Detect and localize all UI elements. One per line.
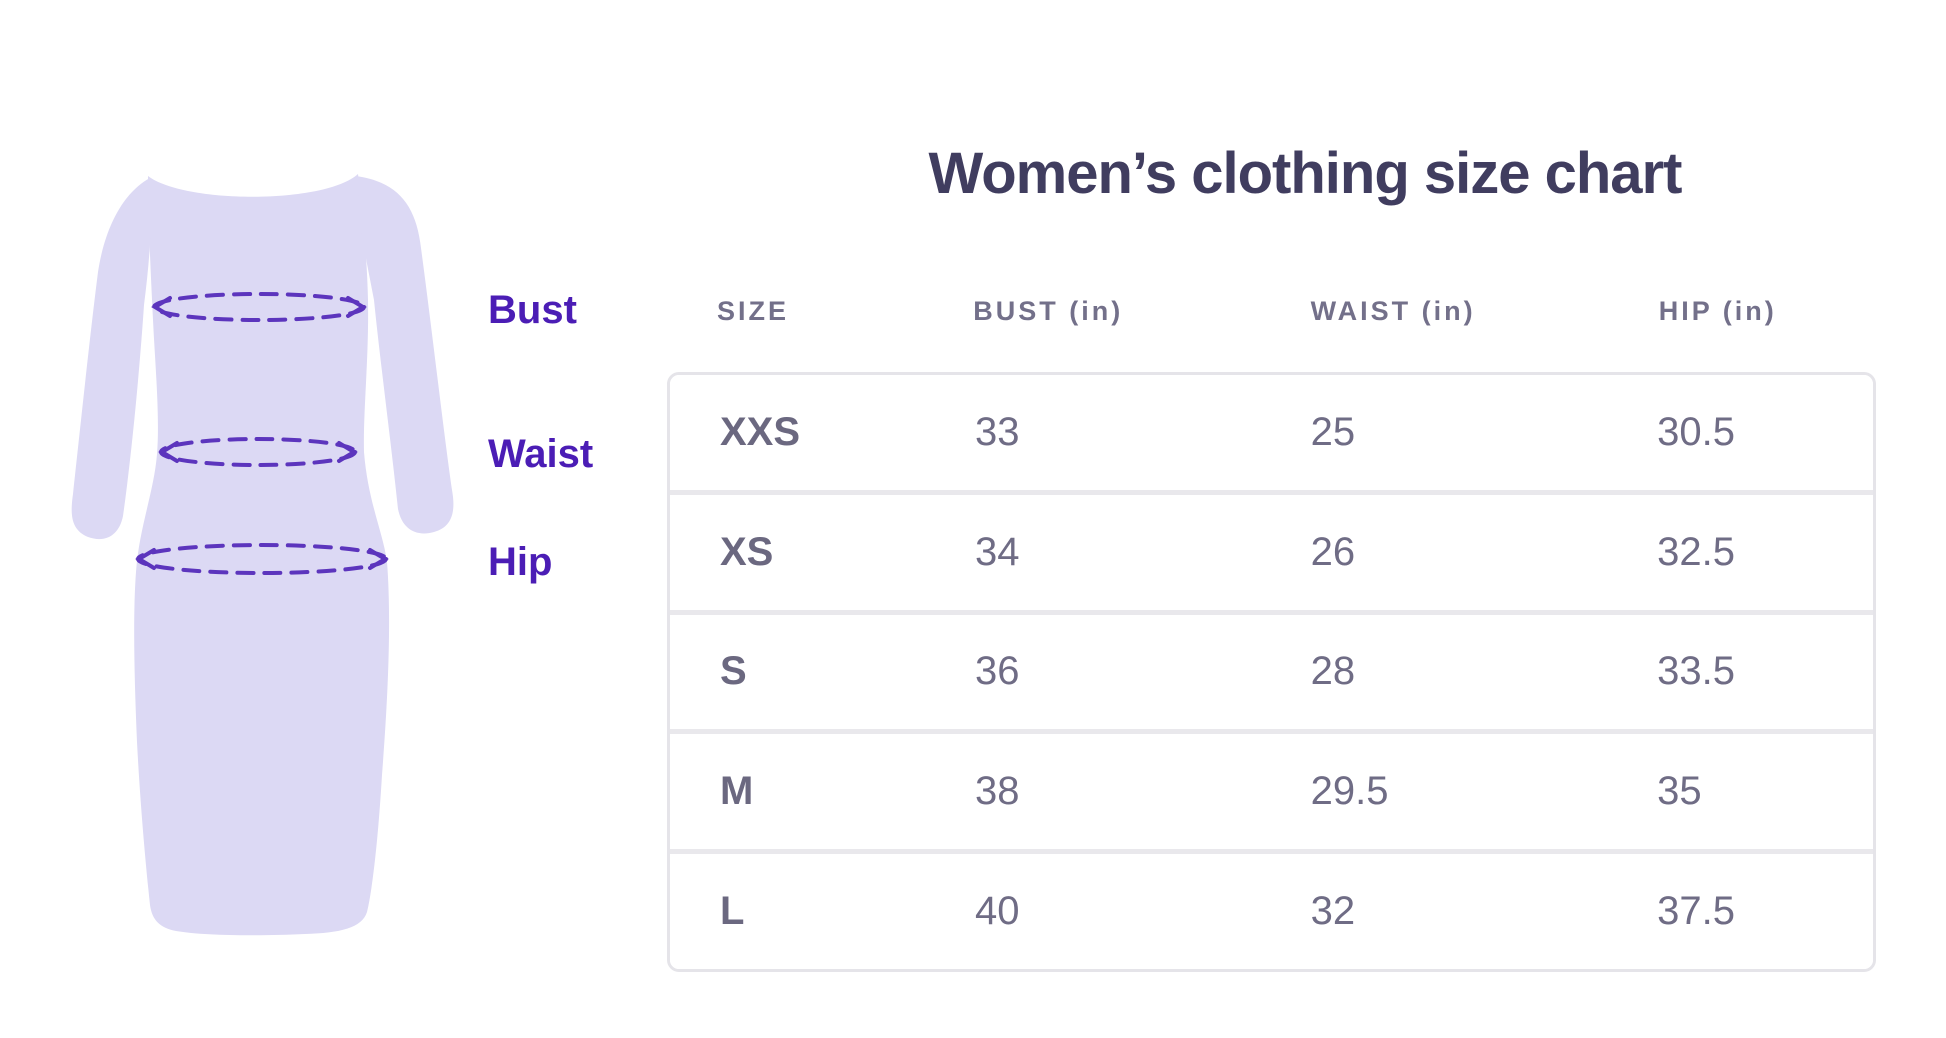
hip-cell: 35 — [1657, 769, 1702, 814]
waist-label: Waist — [488, 432, 594, 476]
dress-right-sleeve — [356, 176, 454, 534]
size-cell: M — [720, 769, 754, 814]
bust-label: Bust — [488, 288, 577, 332]
waist-cell: 28 — [1310, 649, 1356, 694]
hip-cell: 33.5 — [1657, 649, 1735, 694]
bust-measure-line — [151, 292, 367, 322]
table-row: L 40 32 37.5 — [670, 849, 1873, 969]
header-hip: HIP (in) — [1658, 296, 1777, 326]
waist-cell: 32 — [1310, 889, 1356, 934]
waist-cell: 29.5 — [1310, 769, 1389, 814]
size-table: XXS 33 25 30.5 XS 34 26 32.5 S 36 28 33.5 M 38 29.5 35 L… — [667, 372, 1876, 972]
bust-cell: 40 — [975, 889, 1020, 934]
bust-cell: 38 — [975, 769, 1020, 814]
size-cell: S — [720, 649, 747, 694]
dress-illustration — [71, 174, 454, 936]
bust-cell: 36 — [975, 649, 1020, 694]
hip-measure-line — [135, 543, 389, 575]
header-bust: BUST (in) — [973, 296, 1124, 326]
dress-left-sleeve — [71, 178, 152, 540]
size-cell: L — [720, 889, 745, 934]
page-title: Women’s clothing size chart — [928, 141, 1683, 206]
waist-measure-line — [158, 437, 358, 467]
table-row: XS 34 26 32.5 — [670, 489, 1873, 610]
bust-cell: 33 — [975, 409, 1020, 454]
size-cell: XXS — [720, 409, 801, 454]
waist-cell: 26 — [1310, 529, 1356, 574]
hip-label: Hip — [488, 540, 553, 584]
hip-cell: 37.5 — [1657, 889, 1735, 934]
table-row: XXS 33 25 30.5 — [670, 375, 1873, 490]
header-size: SIZE — [717, 296, 790, 326]
dress-body — [134, 174, 390, 936]
size-cell: XS — [720, 529, 774, 574]
header-waist: WAIST (in) — [1310, 296, 1476, 326]
hip-cell: 32.5 — [1657, 529, 1735, 574]
table-row: M 38 29.5 35 — [670, 729, 1873, 850]
waist-cell: 25 — [1310, 409, 1356, 454]
bust-cell: 34 — [975, 529, 1020, 574]
hip-cell: 30.5 — [1657, 409, 1735, 454]
table-row: S 36 28 33.5 — [670, 609, 1873, 730]
table-header-row: SIZE BUST (in) WAIST (in) HIP (in) — [667, 296, 1876, 327]
